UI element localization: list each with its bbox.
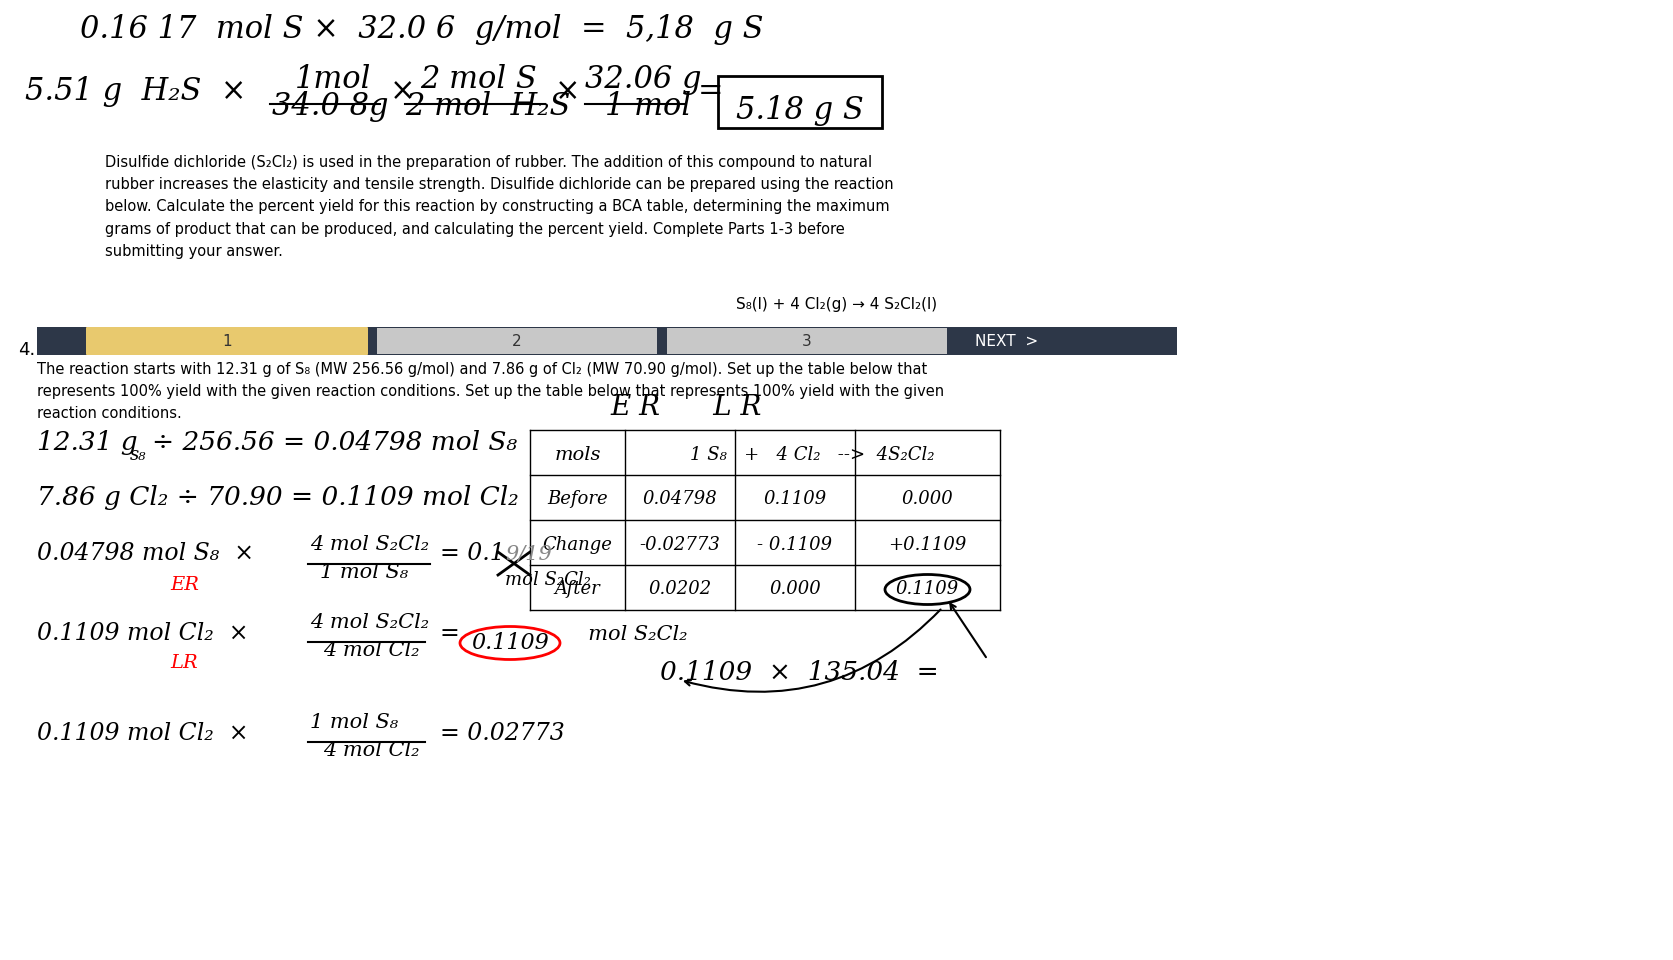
Text: 1 S₈   +   4 Cl₂   -->  4S₂Cl₂: 1 S₈ + 4 Cl₂ --> 4S₂Cl₂ <box>689 445 934 464</box>
Text: Change: Change <box>542 536 612 554</box>
Text: 9/19: 9/19 <box>505 545 552 564</box>
Text: 32.06 g: 32.06 g <box>584 64 701 95</box>
Text: 0.1109: 0.1109 <box>895 581 959 598</box>
Text: ×: × <box>390 76 415 107</box>
Text: 0.1109 mol Cl₂  ×: 0.1109 mol Cl₂ × <box>37 722 248 745</box>
Text: ÷ 256.56 = 0.04798 mol S₈: ÷ 256.56 = 0.04798 mol S₈ <box>152 430 517 455</box>
Text: Disulfide dichloride (S₂Cl₂) is used in the preparation of rubber. The addition : Disulfide dichloride (S₂Cl₂) is used in … <box>105 155 893 259</box>
Text: 0.000: 0.000 <box>902 491 954 509</box>
Text: mol S₂Cl₂: mol S₂Cl₂ <box>574 625 688 644</box>
Text: 2 mol  H₂S: 2 mol H₂S <box>405 91 570 122</box>
Text: ER: ER <box>171 576 199 594</box>
Text: ×: × <box>555 76 581 107</box>
Text: 4 mol Cl₂: 4 mol Cl₂ <box>323 741 420 760</box>
Text: = 0.02773: = 0.02773 <box>440 722 564 745</box>
Bar <box>666 328 947 354</box>
Text: -0.02773: -0.02773 <box>639 536 719 554</box>
Text: 12.31 g: 12.31 g <box>37 430 137 455</box>
Text: 4.: 4. <box>18 341 35 359</box>
Text: 0.16 17  mol S ×  32.0 6  g/mol  =  5,18  g S: 0.16 17 mol S × 32.0 6 g/mol = 5,18 g S <box>80 14 763 45</box>
Text: mol S₂Cl₂: mol S₂Cl₂ <box>505 571 591 589</box>
Text: The reaction starts with 12.31 g of S₈ (MW 256.56 g/mol) and 7.86 g of Cl₂ (MW 7: The reaction starts with 12.31 g of S₈ (… <box>37 362 944 421</box>
Text: 0.04798 mol S₈  ×: 0.04798 mol S₈ × <box>37 542 254 565</box>
Text: S₈(l) + 4 Cl₂(g) → 4 S₂Cl₂(l): S₈(l) + 4 Cl₂(g) → 4 S₂Cl₂(l) <box>736 297 937 312</box>
Text: 0.1109  ×  135.04  =: 0.1109 × 135.04 = <box>659 660 939 685</box>
Text: NEXT  >: NEXT > <box>975 334 1037 349</box>
Text: 1 mol S₈: 1 mol S₈ <box>310 713 398 732</box>
Text: mols: mols <box>554 445 601 464</box>
Text: 5.51 g  H₂S  ×: 5.51 g H₂S × <box>25 76 246 107</box>
Ellipse shape <box>460 627 560 660</box>
Text: s₈: s₈ <box>130 446 147 464</box>
Text: 5.18 g S: 5.18 g S <box>736 94 863 126</box>
Text: 2 mol S: 2 mol S <box>420 64 537 95</box>
Text: 0.1109: 0.1109 <box>763 491 826 509</box>
Text: =: = <box>440 622 460 645</box>
Text: =: = <box>698 76 723 107</box>
Text: 1 mol S₈: 1 mol S₈ <box>320 563 408 582</box>
Text: 4 mol S₂Cl₂: 4 mol S₂Cl₂ <box>310 613 428 632</box>
Text: 4 mol S₂Cl₂: 4 mol S₂Cl₂ <box>310 535 428 554</box>
Text: After: After <box>554 581 601 598</box>
Text: Before: Before <box>547 491 607 509</box>
Text: 0.1109: 0.1109 <box>470 632 549 654</box>
Text: 34.0 8g: 34.0 8g <box>271 91 388 122</box>
Bar <box>376 328 656 354</box>
Text: - 0.1109: - 0.1109 <box>756 536 831 554</box>
Text: 1 mol: 1 mol <box>604 91 691 122</box>
FancyBboxPatch shape <box>85 327 368 355</box>
Text: 2: 2 <box>512 334 522 349</box>
Text: E R      L R: E R L R <box>609 394 761 421</box>
Text: 1mol: 1mol <box>294 64 371 95</box>
Text: 4 mol Cl₂: 4 mol Cl₂ <box>323 641 420 660</box>
Bar <box>37 327 1176 355</box>
FancyBboxPatch shape <box>718 76 882 128</box>
Text: 7.86 g Cl₂ ÷ 70.90 = 0.1109 mol Cl₂: 7.86 g Cl₂ ÷ 70.90 = 0.1109 mol Cl₂ <box>37 485 519 510</box>
Text: 1: 1 <box>223 334 231 349</box>
Text: 0.1109 mol Cl₂  ×: 0.1109 mol Cl₂ × <box>37 622 248 645</box>
Text: 3: 3 <box>801 334 811 349</box>
Text: = 0.1: = 0.1 <box>440 542 505 565</box>
Text: LR: LR <box>171 654 197 672</box>
Text: 0.0202: 0.0202 <box>647 581 711 598</box>
Text: 0.04798: 0.04798 <box>642 491 718 509</box>
Text: +0.1109: +0.1109 <box>888 536 965 554</box>
Text: 0.000: 0.000 <box>768 581 820 598</box>
